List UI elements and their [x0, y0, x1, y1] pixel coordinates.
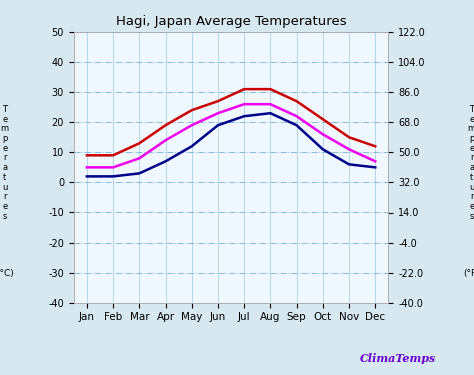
- Average Temp: [110, 165, 116, 170]
- Max Temp: [320, 117, 326, 122]
- Min Temp: [137, 171, 142, 176]
- Min Temp: [294, 123, 300, 128]
- Average Temp: [137, 156, 142, 160]
- Text: (°F): (°F): [463, 269, 474, 278]
- Line: Min Temp: Min Temp: [87, 113, 375, 176]
- Average Temp: [373, 159, 378, 164]
- Min Temp: [346, 162, 352, 166]
- Average Temp: [163, 138, 168, 142]
- Min Temp: [84, 174, 90, 178]
- Line: Max Temp: Max Temp: [87, 89, 375, 155]
- Text: ClimaTemps: ClimaTemps: [360, 353, 436, 364]
- Max Temp: [84, 153, 90, 158]
- Min Temp: [189, 144, 195, 148]
- Text: T
e
m
p
e
r
a
t
u
r
e
s: T e m p e r a t u r e s: [467, 105, 474, 221]
- Average Temp: [241, 102, 247, 106]
- Max Temp: [241, 87, 247, 92]
- Average Temp: [294, 114, 300, 118]
- Text: (°C): (°C): [0, 269, 14, 278]
- Max Temp: [346, 135, 352, 140]
- Min Temp: [373, 165, 378, 170]
- Min Temp: [320, 147, 326, 152]
- Text: T
e
m
p
e
r
a
t
u
r
e
s: T e m p e r a t u r e s: [0, 105, 9, 221]
- Average Temp: [189, 123, 195, 128]
- Average Temp: [320, 132, 326, 136]
- Max Temp: [189, 108, 195, 112]
- Max Temp: [137, 141, 142, 146]
- Max Temp: [373, 144, 378, 148]
- Max Temp: [110, 153, 116, 158]
- Min Temp: [215, 123, 221, 128]
- Average Temp: [346, 147, 352, 152]
- Max Temp: [267, 87, 273, 92]
- Max Temp: [215, 99, 221, 104]
- Max Temp: [294, 99, 300, 104]
- Min Temp: [110, 174, 116, 178]
- Average Temp: [267, 102, 273, 106]
- Min Temp: [241, 114, 247, 118]
- Title: Hagi, Japan Average Temperatures: Hagi, Japan Average Temperatures: [116, 15, 346, 28]
- Line: Average Temp: Average Temp: [87, 104, 375, 167]
- Min Temp: [267, 111, 273, 116]
- Min Temp: [163, 159, 168, 164]
- Average Temp: [215, 111, 221, 116]
- Max Temp: [163, 123, 168, 128]
- Average Temp: [84, 165, 90, 170]
